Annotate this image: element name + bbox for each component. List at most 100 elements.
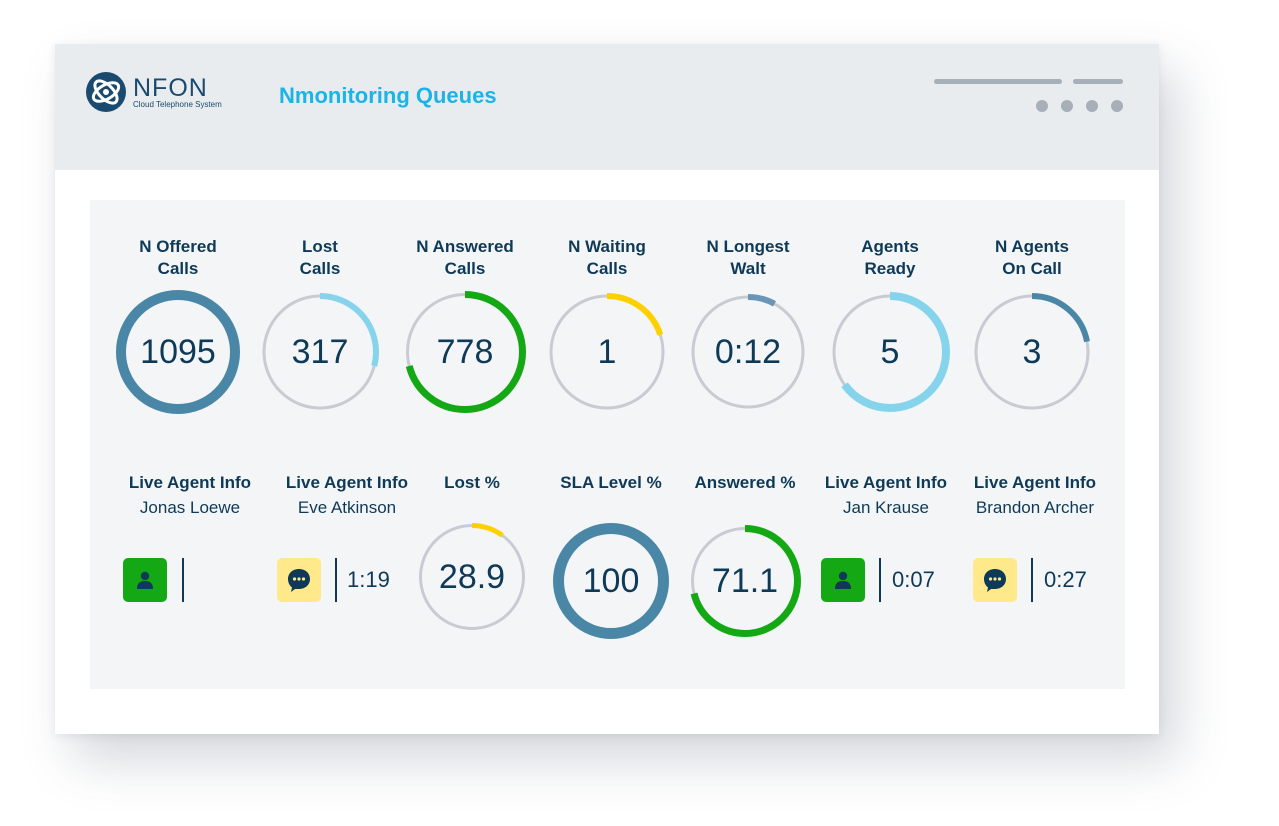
agent-name: Brandon Archer — [975, 498, 1095, 517]
chat-bubble-icon — [984, 569, 1006, 592]
agent-name: Eve Atkinson — [297, 498, 397, 517]
gauge-progress-arc — [689, 525, 801, 637]
agent-card-title: Live Agent Info — [824, 473, 948, 492]
gauge: 0:12 — [689, 293, 807, 411]
page-title: Nmonitoring Queues — [279, 83, 497, 108]
agent-name: Jan Krause — [843, 498, 929, 517]
gauge: 5 — [829, 291, 951, 413]
metric-value: 3 — [1022, 332, 1042, 371]
percent-tile-lost[interactable]: Lost % 28.9 — [417, 472, 527, 637]
gauge-progress-arc — [116, 290, 240, 414]
gauge-ring — [690, 294, 806, 410]
metric-value: 778 — [436, 332, 494, 371]
agent-status-ready — [821, 558, 865, 602]
gauge: 100 — [552, 522, 670, 640]
metric-label-line1: N Agents — [995, 237, 1069, 256]
gauge: 317 — [260, 292, 380, 412]
percent-value: 71.1 — [711, 561, 779, 600]
queue-dashboard-panel: N Offered Calls 1095 Lost Calls 317 N An… — [90, 200, 1125, 689]
window-dot[interactable] — [1111, 100, 1123, 112]
gauge-ring — [973, 293, 1091, 411]
gauge-progress-arc — [690, 294, 806, 410]
gauge-ring — [116, 290, 240, 414]
metric-label-line2: Calls — [444, 259, 486, 278]
logo-tagline: Cloud Telephone System — [133, 100, 222, 109]
metric-label-line1: N Offered — [139, 237, 217, 256]
agent-status-on-call — [277, 558, 321, 602]
app-window: NFON Cloud Telephone System Nmonitoring … — [55, 44, 1159, 734]
metric-label-line2: Walt — [730, 259, 766, 278]
gauge: 778 — [403, 290, 527, 414]
agent-card-title: Live Agent Info — [973, 473, 1097, 492]
percent-tile-answered[interactable]: Answered % 71.1 — [688, 472, 802, 640]
logo-name: NFON — [133, 74, 208, 102]
nfon-logo-icon — [86, 72, 126, 112]
metric-value: 1095 — [140, 332, 216, 371]
live-agent-card[interactable]: Live Agent Info Jonas Loewe — [120, 472, 260, 612]
app-header: NFON Cloud Telephone System Nmonitoring … — [55, 44, 1159, 170]
live-agent-card[interactable]: Live Agent Info Eve Atkinson 1:19 — [277, 472, 417, 612]
agent-divider — [879, 558, 881, 602]
percent-label: Answered % — [694, 473, 796, 492]
metric-tile-answered-calls[interactable]: N Answered Calls 778 — [403, 236, 527, 416]
metric-label-line2: Calls — [586, 259, 628, 278]
gauge-progress-arc — [404, 291, 526, 413]
percent-value: 28.9 — [438, 557, 506, 596]
agent-card-title: Live Agent Info — [285, 473, 409, 492]
gauge-ring — [830, 292, 950, 412]
agent-call-time: 0:07 — [892, 567, 935, 592]
metric-value: 5 — [880, 332, 900, 371]
agent-status-on-call — [973, 558, 1017, 602]
person-icon — [137, 571, 153, 589]
metric-label-line2: Calls — [157, 259, 199, 278]
metric-value: 317 — [291, 332, 349, 371]
percent-label: SLA Level % — [560, 473, 662, 492]
percent-label: Lost % — [444, 473, 500, 492]
metric-tile-offered-calls[interactable]: N Offered Calls 1095 — [115, 236, 241, 416]
agent-divider — [1031, 558, 1033, 602]
gauge-progress-arc — [553, 523, 669, 639]
gauge-progress-arc — [830, 292, 950, 412]
metric-tile-longest-wait[interactable]: N Longest Walt 0:12 — [688, 236, 808, 416]
gauge-progress-arc — [418, 523, 526, 631]
agent-divider — [335, 558, 337, 602]
metric-label-line1: Lost — [302, 237, 338, 256]
window-dot[interactable] — [1061, 100, 1073, 112]
gauge: 28.9 — [417, 522, 527, 632]
agent-status-ready — [123, 558, 167, 602]
agent-name: Jonas Loewe — [139, 498, 241, 517]
gauge-ring — [689, 525, 801, 637]
agent-call-time: 1:19 — [347, 567, 390, 592]
metric-tile-agents-ready[interactable]: Agents Ready 5 — [829, 236, 951, 416]
metric-label-line1: N Longest — [706, 237, 790, 256]
chat-bubble-icon — [288, 569, 310, 592]
gauge-progress-arc — [261, 293, 379, 411]
person-icon — [835, 571, 851, 589]
gauge-ring — [404, 291, 526, 413]
live-agent-card[interactable]: Live Agent Info Brandon Archer 0:27 — [965, 472, 1105, 612]
metric-label-line2: Ready — [864, 259, 916, 278]
window-dot[interactable] — [1086, 100, 1098, 112]
metric-value: 1 — [597, 332, 617, 371]
window-dot[interactable] — [1036, 100, 1048, 112]
percent-value: 100 — [582, 561, 640, 600]
live-agent-card[interactable]: Live Agent Info Jan Krause 0:07 — [816, 472, 956, 612]
agent-divider — [182, 558, 184, 602]
gauge-ring — [553, 523, 669, 639]
gauge: 71.1 — [688, 524, 802, 638]
metric-tile-lost-calls[interactable]: Lost Calls 317 — [260, 236, 380, 416]
metric-label-line1: Agents — [861, 237, 919, 256]
gauge: 1095 — [115, 289, 241, 415]
gauge: 1 — [547, 292, 667, 412]
gauge-progress-arc — [548, 293, 666, 411]
gauge-ring — [548, 293, 666, 411]
agent-card-title: Live Agent Info — [128, 473, 252, 492]
metric-label-line1: N Answered — [416, 237, 514, 256]
gauge-ring — [418, 523, 526, 631]
window-menu-bar[interactable] — [934, 79, 1062, 84]
metric-tile-waiting-calls[interactable]: N Waiting Calls 1 — [546, 236, 668, 416]
percent-tile-sla-level[interactable]: SLA Level % 100 — [552, 472, 670, 640]
gauge: 3 — [972, 292, 1092, 412]
metric-tile-agents-on-call[interactable]: N Agents On Call 3 — [971, 236, 1093, 416]
window-menu-bar-short[interactable] — [1073, 79, 1123, 84]
